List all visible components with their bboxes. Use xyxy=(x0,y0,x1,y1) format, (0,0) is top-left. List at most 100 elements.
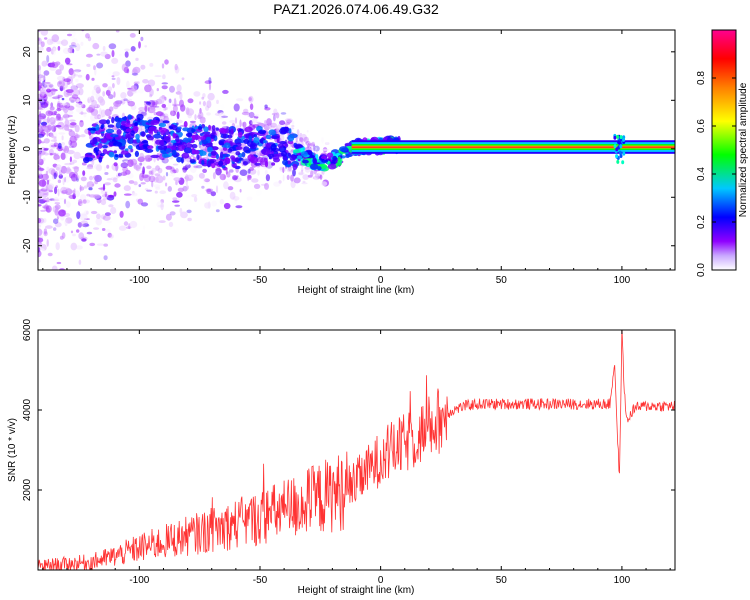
spectrogram-noise-blob xyxy=(64,162,72,166)
spectrogram-disturbance-blob xyxy=(616,159,620,164)
spectrogram-noise-blob xyxy=(130,85,138,92)
spectrogram-ridge-blob xyxy=(223,142,231,149)
spectrogram-noise-blob xyxy=(70,173,78,182)
spectrogram-noise-blob xyxy=(54,222,62,228)
spectrogram-noise-blob xyxy=(55,149,59,155)
spectrogram-ridge-blob xyxy=(98,156,103,163)
spectrogram-noise-blob xyxy=(59,235,64,240)
spectrogram-noise-blob xyxy=(221,115,229,119)
spectrogram-noise-blob xyxy=(52,46,57,52)
spectrogram-noise-blob xyxy=(202,168,208,173)
spectrogram-noise-blob xyxy=(68,110,74,115)
spectrogram-noise-blob xyxy=(299,132,302,136)
snr-y-tick-label: 2000 xyxy=(22,478,33,501)
spectrogram-noise-blob xyxy=(38,119,41,128)
spectrogram-noise-blob xyxy=(302,174,310,180)
spectrogram-noise-blob xyxy=(82,199,87,204)
spectrogram-noise-blob xyxy=(157,167,163,174)
spectrogram-noise-blob xyxy=(51,265,58,270)
spectrogram-noise-blob xyxy=(78,259,82,265)
spectrogram-noise-blob xyxy=(280,112,287,115)
spectrogram-noise-blob xyxy=(214,168,222,171)
spectrogram-noise-blob xyxy=(38,65,41,71)
spectrogram-noise-blob xyxy=(43,231,48,237)
spectrogram-noise-blob xyxy=(37,13,41,17)
spectrogram-noise-blob xyxy=(158,220,166,224)
spectrogram-noise-blob xyxy=(138,88,144,94)
spectrogram-noise-blob xyxy=(90,196,95,204)
spectrogram-noise-blob xyxy=(51,34,60,43)
spectrogram-noise-blob xyxy=(206,100,212,109)
spectrogram-noise-blob xyxy=(40,102,49,109)
spectrogram-noise-blob xyxy=(165,165,173,170)
spectrogram-noise-blob xyxy=(215,209,220,213)
spectrogram-ridge-blob xyxy=(97,142,103,149)
spectrogram-ridge-blob xyxy=(145,129,149,133)
spectrogram-noise-blob xyxy=(144,188,149,191)
spectrogram-ridge-blob xyxy=(125,133,130,139)
spectrogram-noise-blob xyxy=(94,115,99,120)
snr-axes: -100 -50 0 50 100 2000 4000 6000 xyxy=(22,318,675,586)
spectrogram-noise-blob xyxy=(55,61,61,66)
spectrogram-noise-blob xyxy=(73,188,76,195)
spectrogram-noise-blob xyxy=(311,141,316,148)
spectrogram-noise-blob xyxy=(124,48,130,52)
spectrogram-noise-blob xyxy=(282,174,285,182)
spectrogram-ridge-blob xyxy=(242,161,248,166)
spectrogram-noise-blob xyxy=(44,125,49,128)
spectrogram-noise-blob xyxy=(116,178,123,182)
spectrogram-noise-blob xyxy=(124,51,129,58)
spectrogram-noise-blob xyxy=(225,168,228,175)
spectrogram-noise-blob xyxy=(146,189,153,192)
spectrogram-noise-blob xyxy=(165,213,172,221)
spectrogram-noise-blob xyxy=(95,164,103,172)
spectrogram-noise-blob xyxy=(75,78,79,83)
spectrogram-noise-blob xyxy=(162,175,166,181)
spectrogram-ridge-blob xyxy=(222,133,227,139)
spectrogram-ridge-blob xyxy=(89,139,95,146)
spectrogram-ridge-blob xyxy=(218,127,227,133)
spectrogram-ridge-blob xyxy=(98,119,108,125)
spectrogram-noise-blob xyxy=(156,88,159,92)
spectrogram-noise-blob xyxy=(299,165,304,171)
spectrogram-noise-blob xyxy=(75,102,84,108)
spectrogram-ridge-blob xyxy=(191,144,198,149)
spectrogram-noise-blob xyxy=(131,68,138,76)
spectrogram-noise-blob xyxy=(126,80,130,89)
spectrogram-noise-blob xyxy=(40,30,49,36)
spectrogram-noise-blob xyxy=(106,164,110,169)
spectrogram-noise-blob xyxy=(156,111,163,117)
spectrogram-noise-blob xyxy=(241,111,250,116)
spectrogram-noise-blob xyxy=(300,133,308,142)
spectrogram-noise-blob xyxy=(301,182,308,185)
spectrogram-ridge-blob xyxy=(282,159,289,166)
spectrogram-noise-blob xyxy=(38,158,44,166)
spectrogram-noise-blob xyxy=(45,88,51,93)
spectrogram-noise-blob xyxy=(55,242,60,251)
spectrogram-noise-blob xyxy=(298,172,304,175)
spectrogram-noise-blob xyxy=(81,224,84,232)
spectrogram-ridge-blob xyxy=(207,146,213,153)
spectrogram-noise-blob xyxy=(76,229,80,233)
spectrogram-noise-blob xyxy=(38,116,43,121)
spectrogram-noise-blob xyxy=(149,88,154,97)
spectrogram-noise-blob xyxy=(38,126,42,132)
spectrogram-noise-blob xyxy=(72,189,75,194)
spectrogram-ridge-blob xyxy=(139,145,144,151)
spectrogram-noise-blob xyxy=(48,110,52,115)
spectrogram-noise-blob xyxy=(119,170,124,178)
spectrogram-ridge-blob xyxy=(227,134,233,139)
spectrogram-ridge-blob xyxy=(326,152,334,158)
spectrogram-noise-blob xyxy=(83,112,87,118)
spectrogram-noise-blob xyxy=(39,110,42,118)
spectrogram-noise-blob xyxy=(168,173,173,176)
spectrogram-ridge-blob xyxy=(327,163,337,170)
spectrogram-noise-blob xyxy=(38,190,41,194)
spectrogram-noise-blob xyxy=(129,33,136,38)
spectrogram-ridge-blob xyxy=(93,147,100,153)
spectrogram-noise-blob xyxy=(48,167,56,175)
spectrogram-noise-blob xyxy=(69,119,76,122)
spectrogram-noise-blob xyxy=(321,137,324,144)
spectrogram-noise-blob xyxy=(86,166,94,170)
spectrogram-noise-blob xyxy=(113,162,118,167)
